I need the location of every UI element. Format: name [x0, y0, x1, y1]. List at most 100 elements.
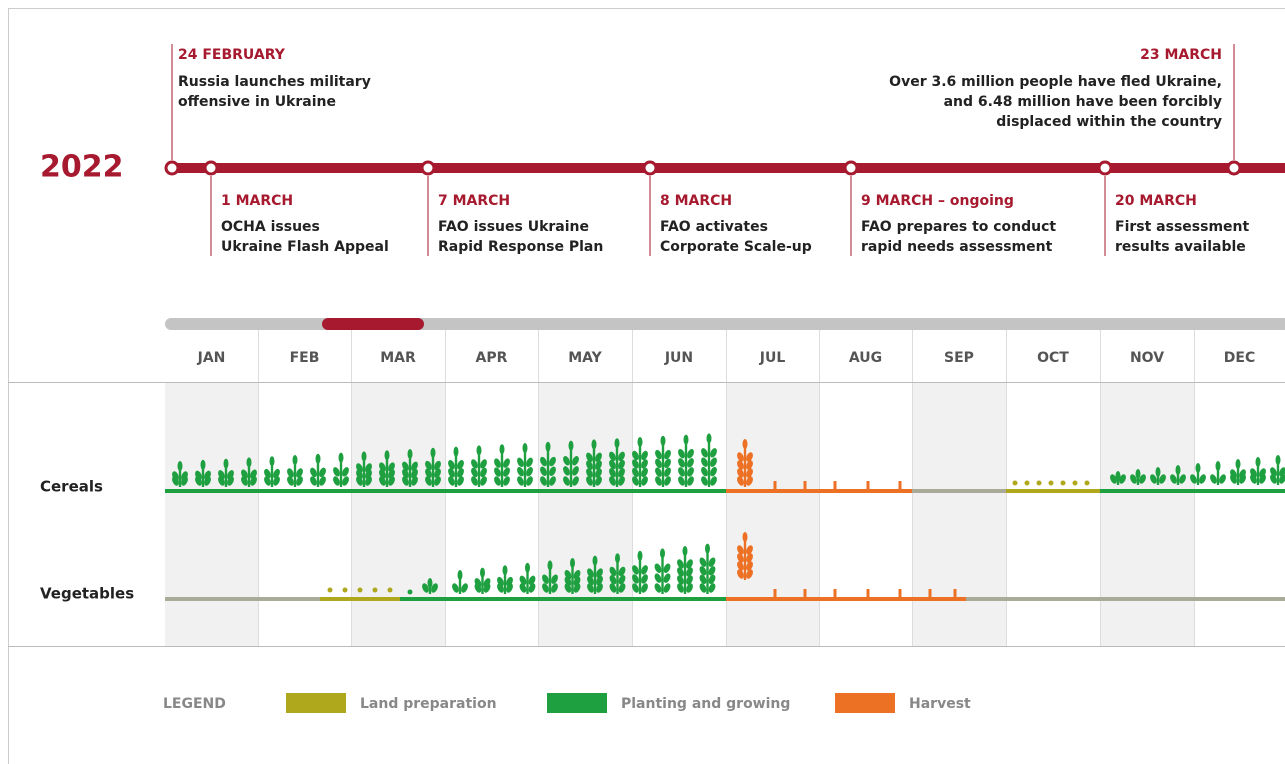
- sprout-dot: [342, 587, 348, 593]
- plant-leaf: [342, 467, 349, 477]
- plant-leaf: [292, 455, 298, 465]
- plant-leaf: [547, 560, 553, 571]
- plant-leaf: [564, 569, 572, 580]
- plant-leaf: [618, 583, 626, 593]
- plant-leaf: [388, 462, 395, 472]
- plant-leaf: [200, 459, 206, 470]
- plant-leaf: [570, 558, 575, 568]
- plant-leaf: [678, 458, 685, 468]
- event-text: offensive in Ukraine: [178, 94, 336, 110]
- event-date: 24 FEBRUARY: [178, 47, 286, 63]
- sprout-dot: [327, 587, 333, 593]
- plant-leaf: [595, 460, 602, 470]
- plant-leaf: [287, 476, 294, 486]
- plant-leaf: [663, 573, 671, 583]
- plant-leaf: [655, 449, 662, 460]
- plant-leaf: [319, 476, 326, 486]
- plant-leaf: [1170, 474, 1177, 484]
- column-shade: [726, 382, 819, 646]
- plant-leaf: [427, 578, 433, 588]
- column-shade: [1100, 382, 1194, 646]
- plant-leaf: [654, 583, 662, 593]
- plant-leaf: [618, 476, 625, 486]
- event-text: and 6.48 million have been forcibly: [944, 94, 1222, 110]
- plant-leaf: [655, 476, 662, 486]
- plant-leaf: [563, 456, 570, 466]
- plant-leaf: [250, 469, 257, 479]
- month-label: NOV: [1130, 350, 1164, 366]
- plant-leaf: [683, 434, 689, 445]
- plant-leaf: [710, 448, 717, 458]
- sprout-dot: [1036, 480, 1042, 486]
- plant-leaf: [701, 457, 708, 467]
- plant-leaf: [609, 566, 617, 577]
- plant-leaf: [591, 439, 597, 450]
- plant-leaf: [654, 563, 662, 573]
- plant-leaf: [596, 583, 603, 593]
- plant-leaf: [746, 569, 753, 579]
- plant-leaf: [655, 458, 662, 469]
- plant-leaf: [746, 561, 753, 571]
- plant-leaf: [699, 574, 707, 585]
- plant-leaf: [542, 574, 549, 584]
- plant-leaf: [1230, 469, 1237, 479]
- plant-leaf: [540, 456, 547, 467]
- event-text: Russia launches military: [178, 74, 371, 90]
- plant-leaf: [494, 458, 501, 468]
- legend-swatch: [547, 693, 607, 713]
- plant-leaf: [549, 456, 556, 467]
- plant-leaf: [701, 466, 708, 477]
- plant-leaf: [609, 583, 617, 593]
- plant-leaf: [568, 440, 574, 451]
- plant-leaf: [519, 583, 527, 593]
- plant-leaf: [586, 460, 593, 470]
- plant-leaf: [525, 562, 530, 573]
- month-label: OCT: [1037, 350, 1069, 366]
- plant-leaf: [737, 460, 744, 470]
- plant-leaf: [595, 452, 602, 463]
- plant-leaf: [434, 468, 441, 478]
- plant-leaf: [356, 463, 363, 473]
- plant-leaf: [637, 437, 643, 447]
- plant-leaf: [549, 466, 556, 476]
- year: 2022: [40, 150, 124, 185]
- plant-leaf: [517, 457, 524, 468]
- plant-leaf: [682, 546, 688, 556]
- plant-leaf: [457, 460, 464, 470]
- event-dot: [843, 160, 859, 176]
- month-label: MAY: [568, 350, 602, 366]
- plant-leaf: [701, 476, 708, 486]
- event-date: 23 MARCH: [1140, 47, 1222, 63]
- plant-leaf: [660, 435, 666, 446]
- event-date: 7 MARCH: [438, 193, 510, 209]
- event-text: FAO activates: [660, 219, 768, 235]
- plant-leaf: [1270, 467, 1277, 477]
- plant-leaf: [195, 470, 202, 481]
- plant-leaf: [618, 468, 625, 478]
- plant-leaf: [333, 476, 340, 486]
- plant-leaf: [540, 466, 547, 476]
- plant-leaf: [526, 457, 533, 468]
- plant-leaf: [614, 438, 620, 449]
- plant-leaf: [246, 457, 252, 468]
- plant-leaf: [497, 576, 504, 587]
- plant-leaf: [641, 565, 648, 575]
- plant-leaf: [746, 476, 753, 486]
- sprout-dot: [407, 589, 413, 595]
- plant-leaf: [411, 476, 418, 486]
- plant-leaf: [632, 467, 639, 478]
- plant-leaf: [499, 444, 505, 455]
- plant-leaf: [296, 468, 303, 478]
- plant-leaf: [587, 568, 594, 578]
- plant-leaf: [586, 468, 593, 478]
- plant-leaf: [687, 476, 694, 486]
- event-text: First assessment: [1115, 219, 1249, 235]
- plant-leaf: [746, 545, 753, 555]
- sprout-dot: [387, 587, 393, 593]
- sprout-dot: [1060, 480, 1066, 486]
- plant-leaf: [384, 450, 390, 461]
- plant-leaf: [528, 583, 536, 593]
- plant-leaf: [315, 453, 321, 464]
- event-date: 9 MARCH – ongoing: [861, 193, 1014, 209]
- event-date: 8 MARCH: [660, 193, 732, 209]
